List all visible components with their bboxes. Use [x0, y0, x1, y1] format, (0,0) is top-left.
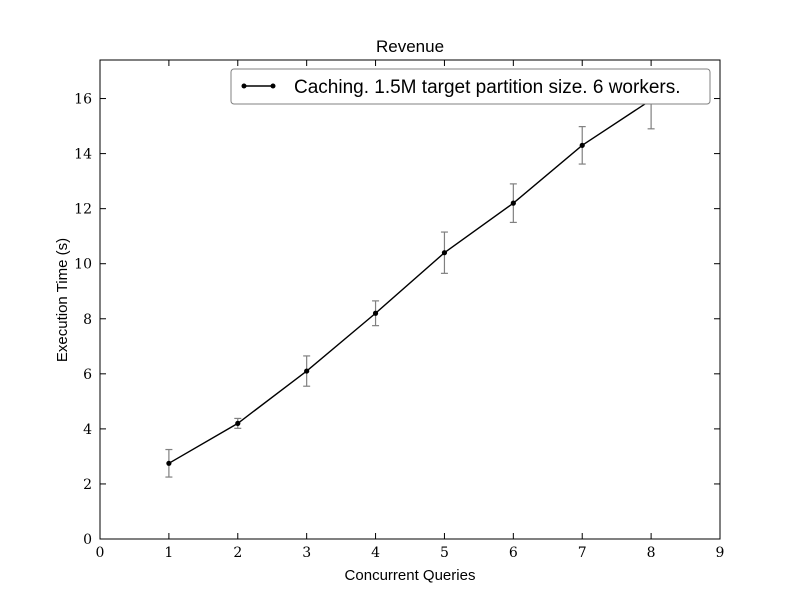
y-tick-label: 10 — [74, 257, 92, 273]
y-tick-label: 16 — [74, 92, 92, 108]
y-tick-label: 0 — [83, 532, 92, 548]
data-point — [304, 368, 310, 374]
legend-marker — [270, 83, 276, 89]
x-axis-label: Concurrent Queries — [345, 567, 476, 584]
data-point — [510, 200, 516, 206]
series-line — [168, 99, 652, 464]
y-tick-label: 6 — [83, 367, 92, 383]
y-tick-label: 12 — [74, 202, 92, 218]
legend-frame — [230, 68, 711, 105]
y-axis-label: Execution Time (s) — [54, 238, 71, 362]
x-tick-label: 7 — [578, 545, 587, 561]
x-tick-label: 3 — [302, 545, 311, 561]
data-point — [166, 460, 172, 466]
x-tick-label: 1 — [164, 545, 173, 561]
x-tick-label: 0 — [96, 545, 105, 561]
plot-area — [99, 59, 721, 540]
data-point — [579, 142, 585, 148]
y-tick-label: 8 — [83, 312, 92, 328]
x-tick-label: 8 — [647, 545, 656, 561]
data-point — [235, 420, 241, 426]
data-point — [372, 310, 379, 316]
legend-marker — [241, 83, 247, 89]
x-tick-label: 2 — [233, 545, 242, 561]
data-point — [441, 250, 448, 256]
x-tick-label: 4 — [371, 545, 380, 561]
legend: Caching. 1.5M target partition size. 6 w… — [230, 68, 711, 105]
chart-title: Revenue — [376, 37, 444, 56]
legend-label: Caching. 1.5M target partition size. 6 w… — [294, 77, 681, 98]
x-tick-label: 9 — [716, 545, 725, 561]
y-tick-label: 4 — [83, 422, 92, 438]
x-tick-label: 5 — [440, 545, 449, 561]
x-tick-label: 6 — [509, 545, 518, 561]
y-tick-label: 14 — [74, 147, 92, 163]
y-tick-label: 2 — [83, 477, 92, 493]
